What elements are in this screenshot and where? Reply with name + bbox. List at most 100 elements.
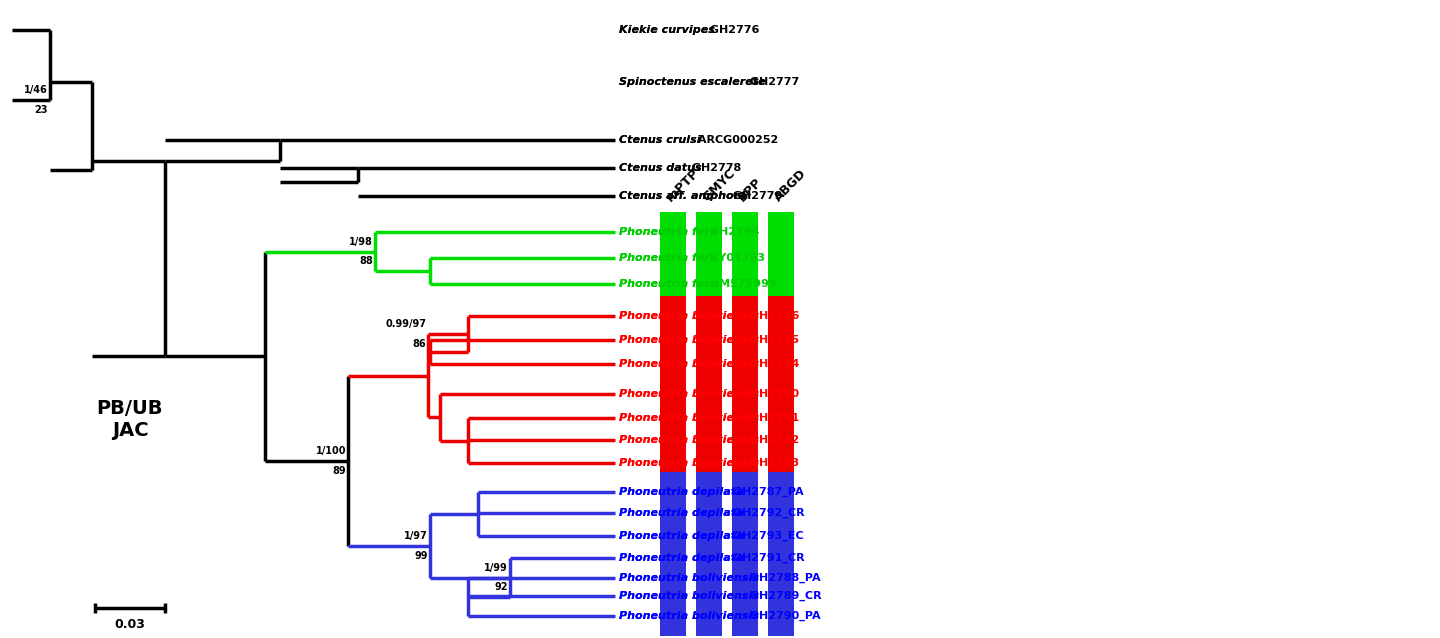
Text: Phoneutria boliviensis: Phoneutria boliviensis bbox=[619, 311, 759, 321]
Text: Phoneutria fera HM575999: Phoneutria fera HM575999 bbox=[619, 279, 788, 289]
Text: GH2786: GH2786 bbox=[746, 311, 799, 321]
Text: Ctenus datus: Ctenus datus bbox=[619, 163, 701, 173]
Text: Phoneutria boliviensis: Phoneutria boliviensis bbox=[619, 611, 759, 621]
Text: Ctenus crulsi ARCG000252: Ctenus crulsi ARCG000252 bbox=[619, 135, 785, 145]
Text: Phoneutria boliviensis: Phoneutria boliviensis bbox=[619, 573, 759, 583]
Text: Phoneutria boliviensis: Phoneutria boliviensis bbox=[619, 359, 759, 369]
Text: KY01763: KY01763 bbox=[706, 253, 765, 263]
Text: Phoneutria fera: Phoneutria fera bbox=[619, 279, 717, 289]
Bar bbox=[696, 472, 721, 636]
Text: GH2781: GH2781 bbox=[746, 413, 799, 423]
Text: 1/99: 1/99 bbox=[484, 563, 508, 572]
Text: Phoneutria boliviensis: Phoneutria boliviensis bbox=[619, 413, 759, 423]
Text: Phoneutria depilata: Phoneutria depilata bbox=[619, 487, 743, 497]
Bar bbox=[732, 472, 757, 636]
Text: GH2779: GH2779 bbox=[729, 191, 782, 201]
Text: Spinoctenus escalerete: Spinoctenus escalerete bbox=[619, 77, 766, 87]
Text: Phoneutria fera KY01763: Phoneutria fera KY01763 bbox=[619, 253, 776, 263]
Text: Phoneutria depilata GH2791_CR: Phoneutria depilata GH2791_CR bbox=[619, 553, 818, 563]
Text: GH2783: GH2783 bbox=[746, 458, 799, 468]
Bar bbox=[732, 212, 757, 304]
Text: GH2793_EC: GH2793_EC bbox=[729, 531, 804, 541]
Text: 1/100: 1/100 bbox=[315, 446, 346, 456]
Bar bbox=[696, 296, 721, 483]
Text: 92: 92 bbox=[494, 582, 508, 593]
Text: Phoneutria fera: Phoneutria fera bbox=[619, 279, 717, 289]
Bar bbox=[768, 472, 793, 636]
Text: GMYC: GMYC bbox=[700, 167, 737, 204]
Text: 1/98: 1/98 bbox=[348, 237, 373, 246]
Text: PB/UB
JAC: PB/UB JAC bbox=[96, 399, 163, 440]
Text: Phoneutria boliviensis: Phoneutria boliviensis bbox=[619, 389, 759, 399]
Text: Phoneutria boliviensis: Phoneutria boliviensis bbox=[619, 413, 759, 423]
Text: Ctenus aff. amphora GH2779: Ctenus aff. amphora GH2779 bbox=[619, 191, 799, 201]
Text: GH2789_CR: GH2789_CR bbox=[746, 591, 822, 601]
Text: GH2782: GH2782 bbox=[746, 435, 799, 445]
Text: Phoneutria boliviensis: Phoneutria boliviensis bbox=[619, 389, 759, 399]
Text: Phoneutria boliviensis: Phoneutria boliviensis bbox=[619, 359, 759, 369]
Bar bbox=[768, 344, 793, 483]
Text: Phoneutria depilata: Phoneutria depilata bbox=[619, 531, 743, 541]
Text: 99: 99 bbox=[415, 551, 428, 561]
Text: Phoneutria depilata: Phoneutria depilata bbox=[619, 553, 743, 563]
Text: Ctenus aff. amphora: Ctenus aff. amphora bbox=[619, 191, 746, 201]
Text: GH2794: GH2794 bbox=[706, 227, 759, 237]
Text: Phoneutria boliviensis: Phoneutria boliviensis bbox=[619, 458, 759, 468]
Text: Spinoctenus escalerete: Spinoctenus escalerete bbox=[619, 77, 766, 87]
Text: Phoneutria depilata: Phoneutria depilata bbox=[619, 508, 743, 518]
Bar bbox=[732, 344, 757, 483]
Text: Phoneutria boliviensis: Phoneutria boliviensis bbox=[619, 611, 759, 621]
Bar bbox=[768, 296, 793, 360]
Text: Phoneutria depilata: Phoneutria depilata bbox=[619, 553, 743, 563]
Text: Phoneutria boliviensis: Phoneutria boliviensis bbox=[619, 435, 759, 445]
Bar bbox=[696, 212, 721, 304]
Text: HM575999: HM575999 bbox=[706, 279, 776, 289]
Text: Spinoctenus escalerete GH2777: Spinoctenus escalerete GH2777 bbox=[619, 77, 818, 87]
Text: 89: 89 bbox=[333, 466, 346, 476]
Text: Phoneutria boliviensis: Phoneutria boliviensis bbox=[619, 591, 759, 601]
Text: Phoneutria boliviensis: Phoneutria boliviensis bbox=[619, 591, 759, 601]
Text: ARCG000252: ARCG000252 bbox=[694, 135, 779, 145]
Bar bbox=[660, 472, 685, 636]
Text: 0.99/97: 0.99/97 bbox=[384, 319, 426, 329]
Text: GH2791_CR: GH2791_CR bbox=[729, 553, 805, 563]
Text: Phoneutria fera: Phoneutria fera bbox=[619, 227, 717, 237]
Text: mPTP: mPTP bbox=[664, 167, 701, 204]
Text: Phoneutria depilata GH2787_PA: Phoneutria depilata GH2787_PA bbox=[619, 487, 818, 497]
Text: Phoneutria fera: Phoneutria fera bbox=[619, 253, 717, 263]
Text: Kiekie curvipes: Kiekie curvipes bbox=[619, 25, 714, 35]
Bar bbox=[660, 212, 685, 304]
Text: Phoneutria boliviensis: Phoneutria boliviensis bbox=[619, 335, 759, 345]
Text: Kiekie curvipes GH2776: Kiekie curvipes GH2776 bbox=[619, 25, 768, 35]
Text: Phoneutria boliviensis: Phoneutria boliviensis bbox=[619, 435, 759, 445]
Text: 23: 23 bbox=[35, 105, 48, 115]
Text: Phoneutria boliviensis GH2780: Phoneutria boliviensis GH2780 bbox=[619, 389, 811, 399]
Text: 86: 86 bbox=[412, 339, 426, 349]
Text: Ctenus crulsi: Ctenus crulsi bbox=[619, 135, 701, 145]
Text: Phoneutria boliviensis GH2782: Phoneutria boliviensis GH2782 bbox=[619, 435, 811, 445]
Text: Phoneutria boliviensis: Phoneutria boliviensis bbox=[619, 573, 759, 583]
Text: Phoneutria boliviensis GH2785: Phoneutria boliviensis GH2785 bbox=[619, 335, 811, 345]
Text: GH2777: GH2777 bbox=[746, 77, 799, 87]
Text: 1/46: 1/46 bbox=[24, 85, 48, 95]
Text: GH2788_PA: GH2788_PA bbox=[746, 573, 821, 583]
Text: GH2790_PA: GH2790_PA bbox=[746, 611, 821, 621]
Text: Phoneutria boliviensis GH2781: Phoneutria boliviensis GH2781 bbox=[619, 413, 811, 423]
Text: Ctenus aff. amphora: Ctenus aff. amphora bbox=[619, 191, 746, 201]
Text: Ctenus crulsi: Ctenus crulsi bbox=[619, 135, 701, 145]
Text: GH2787_PA: GH2787_PA bbox=[729, 487, 804, 497]
Text: Phoneutria boliviensis GH2789_CR: Phoneutria boliviensis GH2789_CR bbox=[619, 591, 834, 601]
Text: GH2792_CR: GH2792_CR bbox=[729, 508, 805, 518]
Bar bbox=[768, 212, 793, 304]
Text: Phoneutria depilata GH2793_EC: Phoneutria depilata GH2793_EC bbox=[619, 531, 818, 541]
Text: ABGD: ABGD bbox=[772, 167, 809, 204]
Text: Ctenus datus: Ctenus datus bbox=[619, 163, 701, 173]
Text: Ctenus datus GH2778: Ctenus datus GH2778 bbox=[619, 163, 755, 173]
Text: Phoneutria depilata: Phoneutria depilata bbox=[619, 508, 743, 518]
Bar bbox=[732, 296, 757, 360]
Text: GH2776: GH2776 bbox=[706, 25, 759, 35]
Text: Phoneutria boliviensis: Phoneutria boliviensis bbox=[619, 335, 759, 345]
Text: 0.03: 0.03 bbox=[115, 618, 145, 631]
Text: Phoneutria depilata GH2792_CR: Phoneutria depilata GH2792_CR bbox=[619, 508, 818, 518]
Text: Phoneutria depilata: Phoneutria depilata bbox=[619, 531, 743, 541]
